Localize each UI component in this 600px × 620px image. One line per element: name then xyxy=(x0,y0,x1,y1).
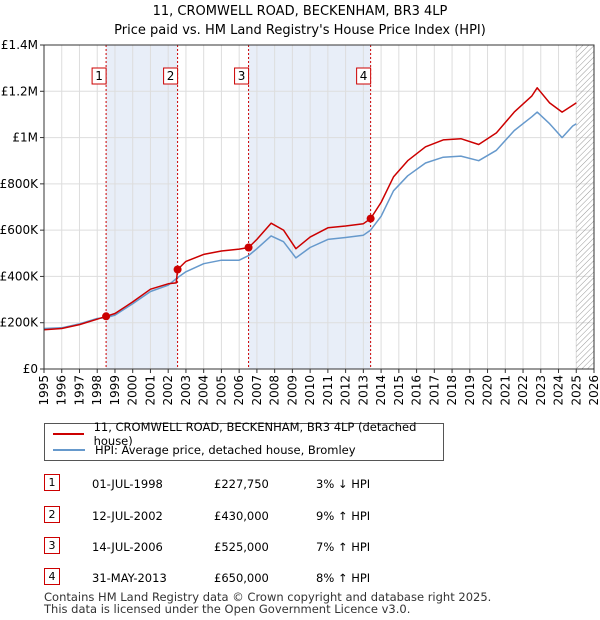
x-tick-label: 2006 xyxy=(232,375,246,406)
x-tick-label: 2013 xyxy=(356,375,370,406)
x-tick-label: 2008 xyxy=(268,375,282,406)
chart-subtitle: Price paid vs. HM Land Registry's House … xyxy=(114,23,486,38)
y-tick-label: £1.4M xyxy=(1,38,38,52)
property-price-line xyxy=(43,87,577,331)
y-tick-label: £0 xyxy=(23,362,38,376)
sale-number-badge: 4 xyxy=(44,568,60,585)
sale-marker-label: 1 xyxy=(95,69,103,83)
x-tick-label: 2000 xyxy=(126,375,140,406)
sale-marker-label: 2 xyxy=(167,69,175,83)
sale-date: 31-MAY-2013 xyxy=(92,571,167,585)
x-tick-label: 2003 xyxy=(179,375,193,406)
price-chart: 11, CROMWELL ROAD, BECKENHAM, BR3 4LP Pr… xyxy=(0,4,600,406)
sale-hpi-change: 7% ↑ HPI xyxy=(316,540,371,554)
footer-copyright: Contains HM Land Registry data © Crown c… xyxy=(44,590,492,604)
plot-frame xyxy=(43,44,595,370)
sale-point xyxy=(366,214,375,223)
x-tick-label: 2014 xyxy=(374,375,388,406)
x-tick-label: 2009 xyxy=(285,375,299,406)
x-tick-label: 2005 xyxy=(214,375,228,406)
x-tick-label: 2010 xyxy=(303,375,317,406)
legend-entry-property: 11, CROMWELL ROAD, BECKENHAM, BR3 4LP (d… xyxy=(53,420,443,448)
sale-number-badge: 2 xyxy=(44,506,60,523)
x-tick-label: 2025 xyxy=(569,375,583,406)
sale-number-badge: 3 xyxy=(44,537,60,554)
sale-point xyxy=(173,265,182,274)
legend-label-hpi: HPI: Average price, detached house, Brom… xyxy=(95,443,356,457)
legend-entry-hpi: HPI: Average price, detached house, Brom… xyxy=(53,442,356,458)
x-tick-label: 2002 xyxy=(161,375,175,406)
sale-marker-box xyxy=(356,67,372,85)
x-tick-label: 2021 xyxy=(498,375,512,406)
x-tick-label: 1997 xyxy=(72,375,86,406)
x-tick-label: 2017 xyxy=(427,375,441,406)
x-tick-label: 2026 xyxy=(587,375,600,406)
sale-point xyxy=(244,243,253,252)
y-tick-label: £1M xyxy=(12,131,38,145)
sale-hpi-change: 9% ↑ HPI xyxy=(316,509,371,523)
x-tick-label: 2004 xyxy=(197,375,211,406)
ownership-period-shade xyxy=(106,45,178,369)
x-tick-label: 2015 xyxy=(392,375,406,406)
x-tick-label: 1995 xyxy=(37,375,51,406)
sale-price: £430,000 xyxy=(214,509,269,523)
hpi-line xyxy=(43,111,577,330)
y-tick-label: £200K xyxy=(0,316,39,330)
sale-marker-label: 3 xyxy=(238,69,246,83)
sale-marker-box xyxy=(91,67,107,85)
x-tick-label: 2011 xyxy=(321,375,335,406)
y-tick-label: £800K xyxy=(0,177,39,191)
sale-marker-box xyxy=(163,67,179,85)
sale-number-badge: 1 xyxy=(44,474,60,491)
x-tick-label: 2020 xyxy=(481,375,495,406)
sale-point xyxy=(102,312,111,321)
footer-licence: This data is licensed under the Open Gov… xyxy=(44,602,411,616)
y-tick-label: £1.2M xyxy=(1,84,38,98)
x-tick-label: 2007 xyxy=(250,375,264,406)
chart-legend: 11, CROMWELL ROAD, BECKENHAM, BR3 4LP (d… xyxy=(44,420,444,461)
chart-title: 11, CROMWELL ROAD, BECKENHAM, BR3 4LP xyxy=(153,4,448,19)
footer-attribution: Contains HM Land Registry data © Crown c… xyxy=(44,591,491,615)
sale-hpi-change: 3% ↓ HPI xyxy=(316,477,371,491)
x-tick-label: 2022 xyxy=(516,375,530,406)
sale-price: £525,000 xyxy=(214,540,269,554)
sale-date: 14-JUL-2006 xyxy=(92,540,163,554)
x-tick-label: 1999 xyxy=(108,375,122,406)
sale-date: 12-JUL-2002 xyxy=(92,509,163,523)
x-tick-label: 2018 xyxy=(445,375,459,406)
x-tick-label: 1996 xyxy=(55,375,69,406)
sale-marker-label: 4 xyxy=(360,69,368,83)
sale-hpi-change: 8% ↑ HPI xyxy=(316,571,371,585)
legend-swatch-property xyxy=(53,433,84,435)
legend-label-property: 11, CROMWELL ROAD, BECKENHAM, BR3 4LP (d… xyxy=(93,420,417,448)
x-tick-label: 1998 xyxy=(90,375,104,406)
x-tick-label: 2001 xyxy=(143,375,157,406)
x-tick-label: 2023 xyxy=(534,375,548,406)
y-tick-label: £600K xyxy=(0,223,39,237)
x-tick-label: 2012 xyxy=(339,375,353,406)
x-tick-label: 2024 xyxy=(552,375,566,406)
forecast-hatch-region xyxy=(576,45,594,369)
sale-marker-box xyxy=(234,67,250,85)
sale-price: £227,750 xyxy=(214,477,269,491)
x-tick-label: 2019 xyxy=(463,375,477,406)
x-tick-label: 2016 xyxy=(410,375,424,406)
ownership-period-shade xyxy=(248,45,371,369)
sale-price: £650,000 xyxy=(214,571,269,585)
y-tick-label: £400K xyxy=(0,269,39,283)
legend-swatch-hpi xyxy=(53,449,85,451)
sale-date: 01-JUL-1998 xyxy=(92,477,163,491)
